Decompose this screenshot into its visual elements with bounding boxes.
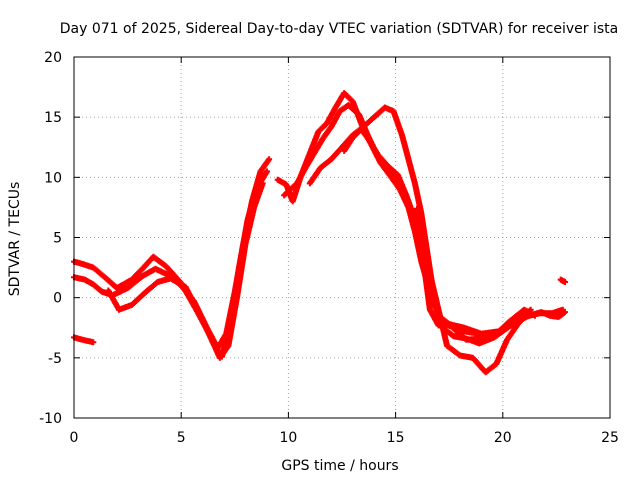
x-tick-label: 10 bbox=[279, 430, 297, 446]
data-point bbox=[527, 306, 534, 313]
x-tick-label: 0 bbox=[70, 430, 79, 446]
x-tick-label: 5 bbox=[177, 430, 186, 446]
y-tick-label: 5 bbox=[53, 231, 62, 247]
data-point bbox=[90, 339, 97, 346]
y-tick-label: 0 bbox=[53, 291, 62, 307]
x-axis-label: GPS time / hours bbox=[281, 458, 398, 474]
axis-ticks: 0 5 10 15 20 25 -10 -5 0 5 10 15 20 bbox=[39, 50, 619, 446]
series-track-i bbox=[414, 205, 568, 337]
y-tick-label: 10 bbox=[44, 170, 62, 186]
x-tick-label: 25 bbox=[601, 430, 619, 446]
data-point bbox=[561, 279, 568, 286]
series-track-j bbox=[557, 276, 568, 286]
y-axis-label: SDTVAR / TECUs bbox=[7, 182, 23, 297]
y-tick-label: -5 bbox=[48, 351, 62, 367]
chart-title: Day 071 of 2025, Sidereal Day-to-day VTE… bbox=[60, 21, 618, 37]
data-points bbox=[71, 90, 568, 376]
x-tick-label: 15 bbox=[387, 430, 405, 446]
data-point bbox=[263, 168, 270, 175]
series-track-d bbox=[105, 168, 270, 360]
data-point bbox=[561, 309, 568, 316]
series-track-h bbox=[341, 126, 534, 376]
y-tick-label: 20 bbox=[44, 50, 62, 66]
y-tick-label: -10 bbox=[39, 411, 62, 427]
y-tick-label: 15 bbox=[44, 110, 62, 126]
series-track-c bbox=[71, 334, 97, 346]
data-point bbox=[266, 156, 273, 163]
x-tick-label: 20 bbox=[494, 430, 512, 446]
